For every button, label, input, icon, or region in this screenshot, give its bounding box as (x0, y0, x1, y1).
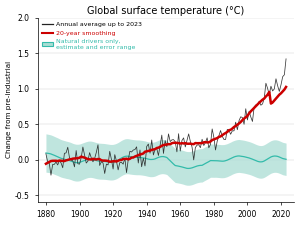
Legend: Annual average up to 2023, 20-year smoothing, Natural drivers only,
estimate and: Annual average up to 2023, 20-year smoot… (41, 21, 143, 51)
Y-axis label: Change from pre-industrial: Change from pre-industrial (6, 61, 12, 158)
Title: Global surface temperature (°C): Global surface temperature (°C) (87, 6, 244, 16)
